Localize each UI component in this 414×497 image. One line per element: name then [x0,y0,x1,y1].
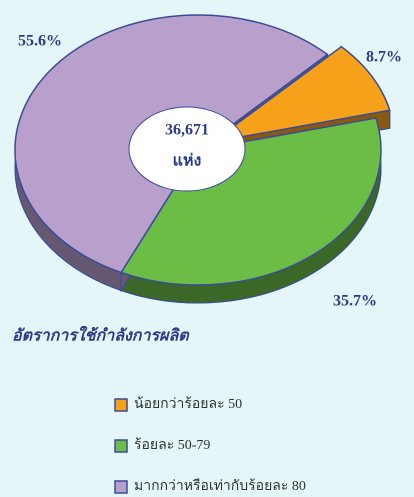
legend-swatch [114,480,128,494]
center-value: 36,671 [165,122,209,139]
center-hole [128,106,246,192]
legend-swatch [114,398,128,412]
center-unit: แห่ง [173,153,202,170]
legend-label: มากกว่าหรือเท่ากับร้อยละ 80 [134,478,306,494]
legend-swatch [114,439,128,453]
legend-label: ร้อยละ 50-79 [134,437,210,453]
value-label: 35.7% [333,293,377,310]
slice [211,45,391,143]
slice [119,117,382,286]
subtitle: อัตราการใช้กำลังการผลิต [12,326,190,345]
value-label: 55.6% [18,33,62,50]
legend-label: น้อยกว่าร้อยละ 50 [134,396,242,412]
value-label: 8.7% [366,49,402,66]
